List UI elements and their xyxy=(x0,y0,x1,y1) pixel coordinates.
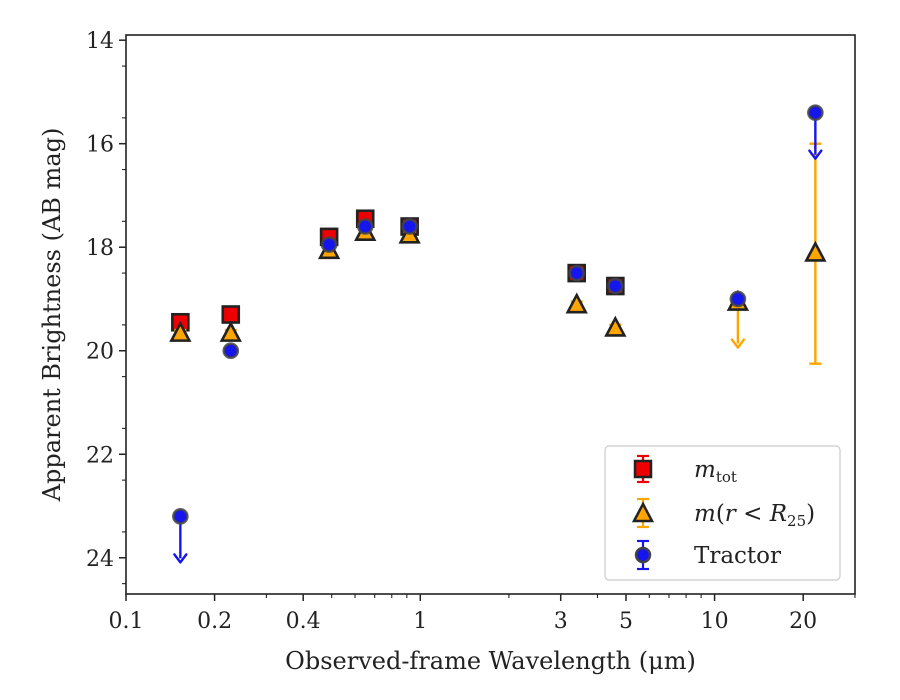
y-tick-label-0: 14 xyxy=(86,29,114,54)
tractor-point-7 xyxy=(729,290,747,308)
legend-frame xyxy=(604,445,841,581)
x-tick-label-1: 0.2 xyxy=(197,609,232,634)
legend-entry-mr25: m(r < R25) xyxy=(631,497,815,530)
mr25-point-5 xyxy=(565,292,588,314)
mr25-limit-arrowhead-7 xyxy=(730,338,746,349)
legend-label-tractor: Tractor xyxy=(694,543,781,569)
tractor-marker-6 xyxy=(607,277,624,295)
y-tick-label-5: 24 xyxy=(86,547,114,572)
tractor-point-0 xyxy=(172,508,189,564)
mr25-point-8 xyxy=(804,142,827,365)
legend-mtot-marker xyxy=(633,459,653,479)
tractor-point-3 xyxy=(356,218,374,235)
tractor-point-2 xyxy=(320,236,338,253)
legend-entry-tractor: Tractor xyxy=(634,539,781,571)
x-axis-ticks: 0.1 0.2 0.4 1 3 5 10 20 xyxy=(109,594,856,634)
y-tick-label-1: 16 xyxy=(86,133,114,158)
legend-label-mr25: m(r < R25) xyxy=(694,501,815,530)
x-tick-label-6: 10 xyxy=(701,609,729,634)
x-tick-label-3: 1 xyxy=(413,609,427,634)
legend-entry-mtot: mtot xyxy=(633,454,737,486)
tractor-limit-arrowhead-8 xyxy=(808,149,823,160)
mr25-marker-0 xyxy=(169,320,192,342)
tractor-marker-5 xyxy=(568,264,586,282)
y-tick-label-2: 18 xyxy=(86,236,114,261)
tractor-marker-4 xyxy=(401,218,418,235)
x-tick-label-2: 0.4 xyxy=(286,609,321,634)
tractor-point-8 xyxy=(807,104,824,160)
tractor-marker-3 xyxy=(356,218,374,235)
mr25-marker-6 xyxy=(604,315,627,337)
tractor-marker-0 xyxy=(172,508,189,525)
x-axis-title: Observed-frame Wavelength (μm) xyxy=(285,647,696,675)
tractor-point-6 xyxy=(607,277,624,295)
series-tractor xyxy=(172,104,824,564)
y-tick-label-4: 22 xyxy=(86,443,114,468)
x-tick-label-0: 0.1 xyxy=(109,609,144,634)
mr25-point-6 xyxy=(604,315,627,337)
mtot-point-1 xyxy=(221,305,241,324)
tractor-point-5 xyxy=(568,264,586,282)
y-axis-ticks: 14 16 18 20 22 24 xyxy=(86,29,126,585)
x-tick-label-5: 5 xyxy=(619,609,633,634)
mr25-marker-8 xyxy=(804,240,827,262)
data-marks xyxy=(169,104,827,564)
tractor-marker-1 xyxy=(222,342,240,360)
tractor-marker-7 xyxy=(729,290,747,308)
mtot-marker-1 xyxy=(221,305,241,324)
y-tick-label-3: 20 xyxy=(86,340,114,365)
tractor-marker-2 xyxy=(320,236,338,253)
mr25-marker-5 xyxy=(565,292,588,314)
legend-label-mtot: mtot xyxy=(694,457,737,486)
tractor-marker-8 xyxy=(807,104,824,121)
legend-tractor-marker xyxy=(634,546,652,564)
plot-frame xyxy=(125,34,856,595)
legend-mr25-marker xyxy=(631,501,655,523)
x-tick-label-7: 20 xyxy=(789,609,817,634)
legend: mtot m(r < R25) Tractor xyxy=(604,445,841,581)
tractor-limit-arrowhead-0 xyxy=(173,553,188,564)
mr25-marker-1 xyxy=(219,320,242,342)
mr25-point-1 xyxy=(219,320,242,342)
tractor-point-4 xyxy=(401,218,418,235)
x-tick-label-4: 3 xyxy=(554,609,568,634)
mr25-point-0 xyxy=(169,320,192,342)
y-axis-title: Apparent Brightness (AB mag) xyxy=(38,128,66,503)
tractor-point-1 xyxy=(222,342,240,360)
